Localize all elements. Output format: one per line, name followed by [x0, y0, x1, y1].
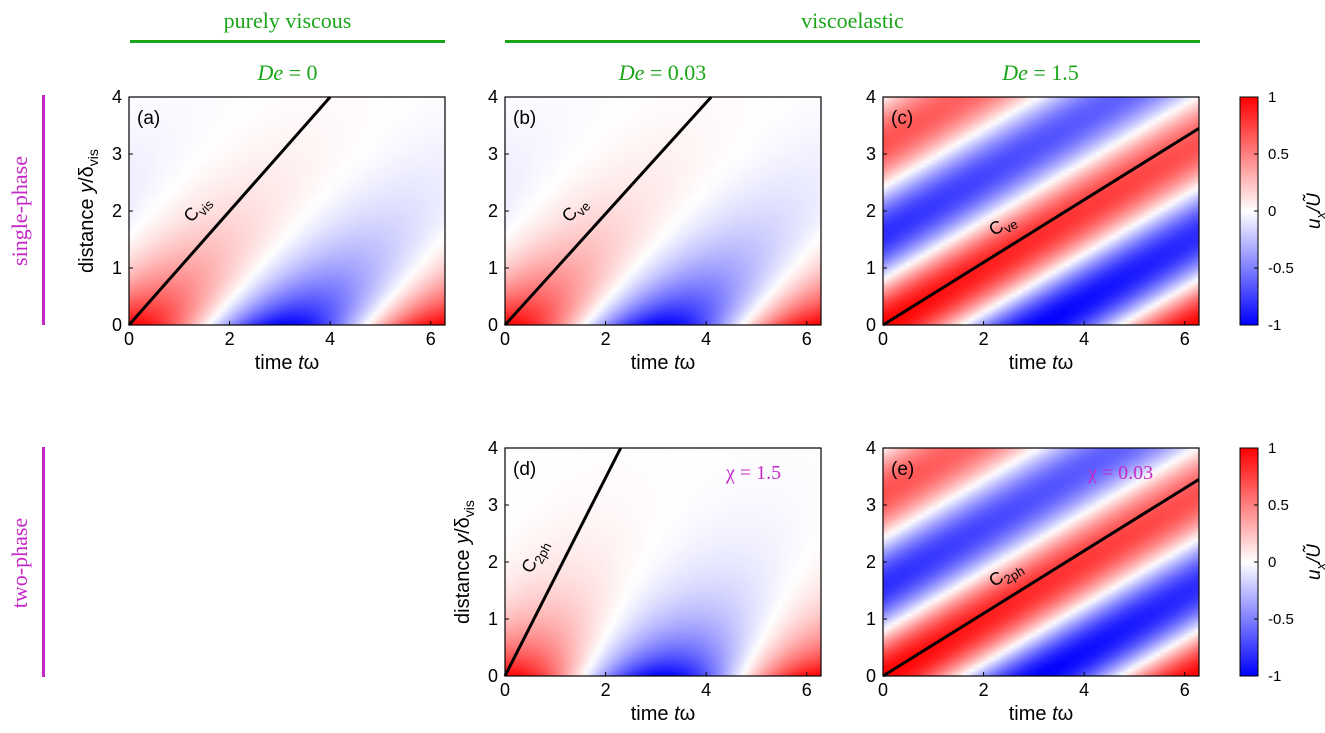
x-axis-label: time tω — [255, 352, 320, 374]
colorbar-tick-label: 0.5 — [1268, 497, 1289, 514]
colorbar-svg-0: 1 0.5 0 -0.5 -1 ux/Ũ — [1239, 89, 1325, 334]
panel-label: (c) — [891, 108, 913, 129]
y-axis-label: distance y/δvis — [76, 149, 101, 273]
x-tick-label: 4 — [1079, 329, 1089, 349]
row-line-single-phase — [42, 95, 45, 325]
y-tick-label: 1 — [488, 609, 498, 629]
colorbar-label: ux/Ũ — [1303, 544, 1325, 580]
panel-label: (b) — [513, 108, 536, 129]
x-tick-label: 0 — [878, 680, 888, 700]
heatmap-field — [505, 448, 821, 676]
y-tick-label: 1 — [866, 609, 876, 629]
row-label-single-phase: single-phase — [7, 156, 32, 266]
row-line-two-phase — [42, 447, 45, 677]
colorbar-label: ux/Ũ — [1303, 193, 1325, 229]
x-tick-label: 6 — [426, 329, 436, 349]
y-tick-label: 2 — [866, 201, 876, 221]
colorbar-tick-label: -0.5 — [1268, 611, 1294, 628]
x-tick-label: 4 — [325, 329, 335, 349]
y-tick-label: 1 — [112, 258, 122, 278]
colorbar-tick-label: -0.5 — [1268, 260, 1294, 277]
y-tick-label: 1 — [866, 258, 876, 278]
x-tick-label: 0 — [500, 680, 510, 700]
y-tick-label: 3 — [488, 495, 498, 515]
annotation-chi-e: χ = 0.03 — [1088, 462, 1154, 484]
x-axis-label: time tω — [1009, 352, 1074, 374]
colorbar-tick-label: 1 — [1268, 440, 1276, 457]
heatmap-field — [129, 97, 445, 325]
header-purely-viscous: purely viscous — [223, 8, 352, 33]
y-tick-label: 4 — [112, 87, 122, 107]
y-tick-label: 4 — [488, 438, 498, 458]
de-label-b: De = 0.03 — [618, 60, 707, 85]
de-label-a: De = 0 — [257, 60, 318, 85]
y-tick-label: 3 — [112, 144, 122, 164]
characteristic-line — [503, 447, 623, 677]
x-tick-label: 2 — [979, 680, 989, 700]
y-tick-label: 0 — [866, 666, 876, 686]
y-tick-label: 3 — [488, 144, 498, 164]
x-tick-label: 2 — [601, 329, 611, 349]
de-label-c: De = 1.5 — [1002, 60, 1079, 85]
y-tick-label: 0 — [488, 666, 498, 686]
colorbar-tick-label: 0 — [1268, 554, 1276, 571]
annotation-chi-d: χ = 1.5 — [726, 462, 782, 484]
x-tick-label: 0 — [500, 329, 510, 349]
colorbar-tick-label: 1 — [1268, 89, 1276, 106]
x-axis-label: time tω — [631, 352, 696, 374]
x-axis-label: time tω — [1009, 703, 1074, 725]
colorbar-tick-label: 0.5 — [1268, 146, 1289, 163]
x-tick-label: 6 — [802, 329, 812, 349]
x-tick-label: 6 — [1180, 680, 1190, 700]
y-tick-label: 0 — [488, 315, 498, 335]
colorbar-tick-label: 0 — [1268, 203, 1276, 220]
heatmap-field — [883, 97, 1199, 325]
y-axis-label: distance y/δvis — [452, 500, 477, 624]
y-tick-label: 2 — [866, 552, 876, 572]
panel-label: (d) — [513, 459, 536, 480]
y-tick-label: 0 — [112, 315, 122, 335]
heatmap-field — [883, 448, 1199, 676]
colorbar-tick-label: -1 — [1268, 668, 1281, 685]
characteristic-line — [127, 96, 332, 326]
y-tick-label: 4 — [866, 87, 876, 107]
colorbar-svg-1: 1 0.5 0 -0.5 -1 ux/Ũ — [1239, 440, 1325, 685]
x-tick-label: 4 — [701, 329, 711, 349]
characteristic-line — [882, 127, 1200, 327]
x-tick-label: 2 — [225, 329, 235, 349]
header-purely-viscous-line — [130, 40, 445, 43]
y-tick-label: 2 — [488, 201, 498, 221]
x-tick-label: 2 — [601, 680, 611, 700]
y-tick-label: 2 — [112, 201, 122, 221]
row-label-two-phase: two-phase — [7, 517, 32, 609]
x-tick-label: 4 — [701, 680, 711, 700]
characteristic-line — [503, 95, 713, 327]
panel-label: (e) — [891, 459, 914, 480]
x-tick-label: 0 — [878, 329, 888, 349]
x-tick-label: 4 — [1079, 680, 1089, 700]
header-viscoelastic: viscoelastic — [801, 8, 904, 33]
y-tick-label: 0 — [866, 315, 876, 335]
x-tick-label: 0 — [124, 329, 134, 349]
heatmap-field — [505, 97, 821, 325]
y-tick-label: 4 — [488, 87, 498, 107]
colorbar-tick-label: -1 — [1268, 317, 1281, 334]
panel-label: (a) — [137, 108, 160, 129]
x-tick-label: 2 — [979, 329, 989, 349]
x-tick-label: 6 — [802, 680, 812, 700]
x-axis-label: time tω — [631, 703, 696, 725]
y-tick-label: 2 — [488, 552, 498, 572]
y-tick-label: 3 — [866, 495, 876, 515]
characteristic-line — [882, 478, 1200, 678]
header-viscoelastic-line — [505, 40, 1200, 43]
y-tick-label: 4 — [866, 438, 876, 458]
y-tick-label: 1 — [488, 258, 498, 278]
y-tick-label: 3 — [866, 144, 876, 164]
x-tick-label: 6 — [1180, 329, 1190, 349]
